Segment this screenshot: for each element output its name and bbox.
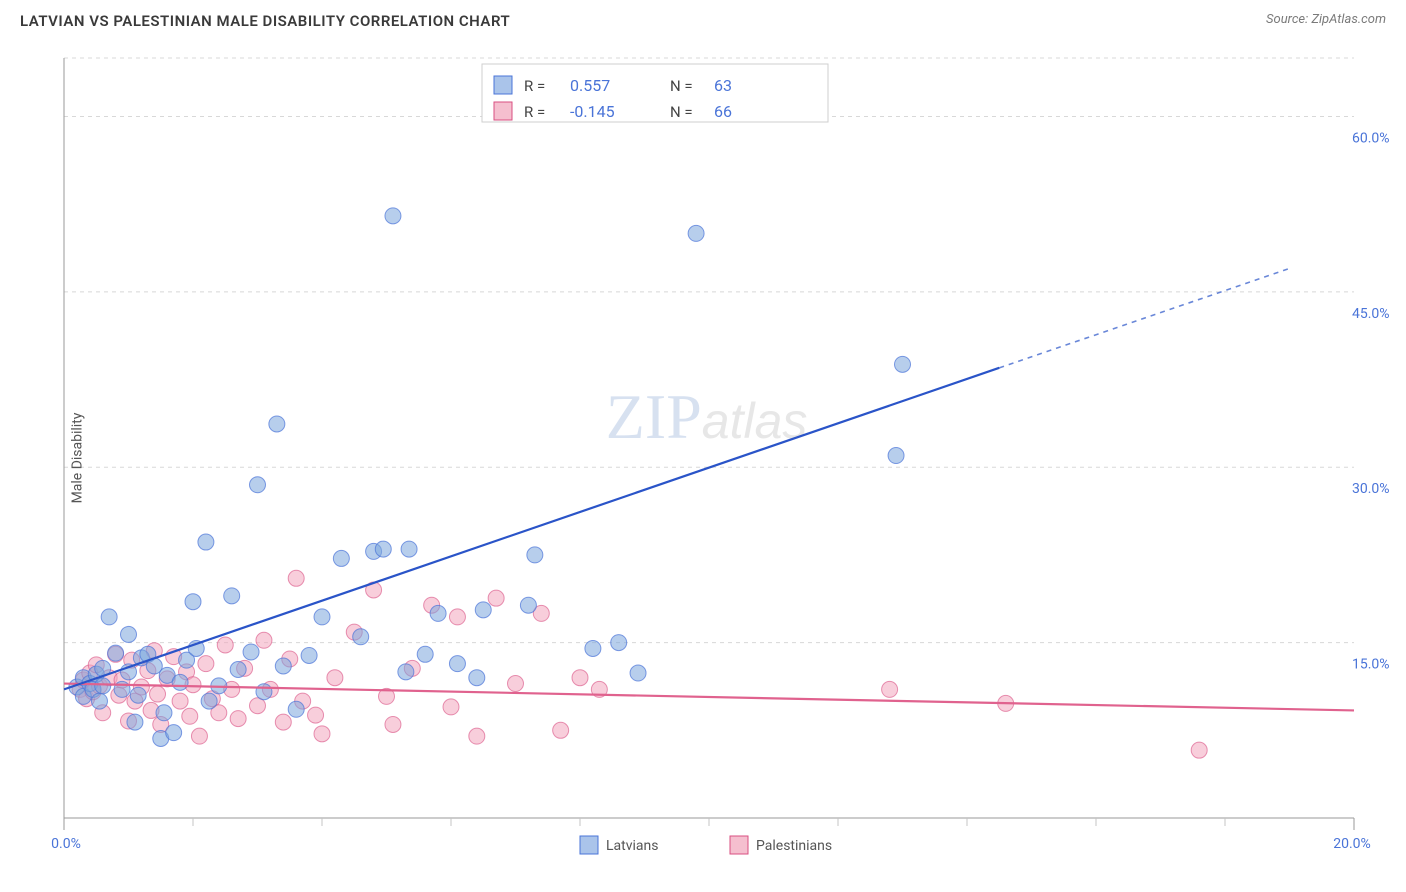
y-tick-label: 15.0% [1352, 657, 1390, 673]
data-point [288, 701, 304, 717]
y-axis-label: Male Disability [69, 413, 85, 504]
data-point [401, 541, 417, 557]
data-point [417, 646, 433, 662]
data-point [585, 640, 601, 656]
legend-swatch [494, 102, 512, 120]
data-point [553, 722, 569, 738]
data-point [256, 684, 272, 700]
data-point [201, 693, 217, 709]
data-point [888, 448, 904, 464]
data-point [166, 725, 182, 741]
legend-swatch [580, 836, 598, 854]
legend-r-value: 0.557 [570, 76, 610, 95]
data-point [572, 670, 588, 686]
legend-series-label: Palestinians [756, 838, 832, 854]
data-point [198, 656, 214, 672]
data-point [108, 645, 124, 661]
data-point [121, 626, 137, 642]
data-point [191, 728, 207, 744]
data-point [172, 693, 188, 709]
data-point [475, 602, 491, 618]
x-tick-label: 0.0% [51, 836, 81, 852]
legend-swatch [494, 76, 512, 94]
data-point [275, 714, 291, 730]
data-point [882, 681, 898, 697]
data-point [314, 726, 330, 742]
legend-n-label: N = [670, 103, 693, 121]
data-point [1191, 742, 1207, 758]
data-point [327, 670, 343, 686]
data-point [230, 662, 246, 678]
data-point [217, 637, 233, 653]
source-link[interactable]: ZipAtlas.com [1311, 12, 1386, 27]
data-point [308, 707, 324, 723]
chart-title: LATVIAN VS PALESTINIAN MALE DISABILITY C… [20, 12, 510, 30]
data-point [288, 570, 304, 586]
data-point [469, 670, 485, 686]
data-point [172, 674, 188, 690]
data-point [443, 699, 459, 715]
data-point [527, 547, 543, 563]
chart-area: Male Disability 15.0% 30.0% 45.0% 60.0% ZIPa… [38, 44, 1396, 872]
y-tick-label: 30.0% [1352, 481, 1390, 497]
data-point [275, 658, 291, 674]
y-tick-label: 45.0% [1352, 306, 1390, 322]
data-point [488, 590, 504, 606]
source-attribution: Source: ZipAtlas.com [1266, 12, 1386, 27]
data-point [520, 597, 536, 613]
data-point [353, 629, 369, 645]
data-point [130, 687, 146, 703]
legend-r-label: R = [524, 103, 545, 121]
y-tick-label: 60.0% [1352, 130, 1390, 146]
data-point [224, 588, 240, 604]
data-point [398, 664, 414, 680]
data-point [127, 714, 143, 730]
data-point [385, 716, 401, 732]
data-point [688, 225, 704, 241]
trend-line-latv-extrap [999, 268, 1289, 367]
data-point [314, 609, 330, 625]
data-point [385, 208, 401, 224]
data-point [156, 705, 172, 721]
data-point [198, 534, 214, 550]
x-tick-label: 20.0% [1333, 836, 1371, 852]
data-point [269, 416, 285, 432]
chart-header: LATVIAN VS PALESTINIAN MALE DISABILITY C… [0, 0, 1406, 34]
data-point [508, 676, 524, 692]
data-point [630, 665, 646, 681]
data-point [243, 644, 259, 660]
legend-swatch [730, 836, 748, 854]
data-point [430, 605, 446, 621]
data-point [182, 708, 198, 724]
data-point [895, 356, 911, 372]
trend-line-latv [64, 368, 999, 690]
legend-r-label: R = [524, 77, 545, 95]
data-point [91, 693, 107, 709]
legend-r-value: -0.145 [570, 102, 615, 121]
data-point [333, 550, 349, 566]
legend-series-label: Latvians [606, 838, 659, 854]
data-point [611, 635, 627, 651]
data-point [101, 609, 117, 625]
data-point [449, 656, 465, 672]
data-point [375, 541, 391, 557]
data-point [449, 609, 465, 625]
legend-n-value: 63 [714, 76, 732, 95]
data-point [469, 728, 485, 744]
scatter-chart-svg: 15.0% 30.0% 45.0% 60.0% ZIPatlas 0.0% 20.0% R =… [38, 44, 1396, 872]
data-point [185, 594, 201, 610]
data-point [230, 711, 246, 727]
data-point [95, 678, 111, 694]
legend-n-label: N = [670, 77, 693, 95]
data-point [250, 477, 266, 493]
watermark: ZIPatlas [606, 381, 808, 452]
source-prefix: Source: [1266, 12, 1311, 27]
data-point [301, 647, 317, 663]
legend-n-value: 66 [714, 102, 732, 121]
data-point [150, 686, 166, 702]
data-point [256, 632, 272, 648]
